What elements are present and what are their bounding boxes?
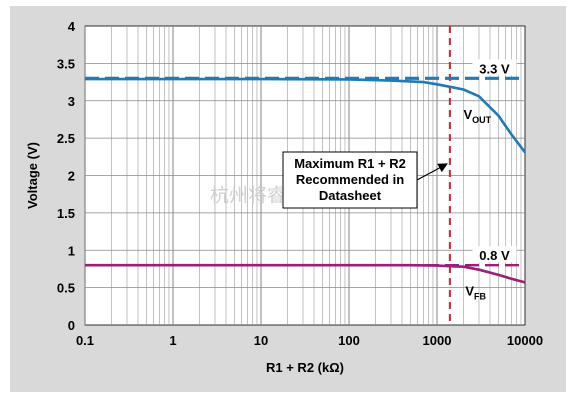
y-tick-label: 2	[68, 169, 75, 184]
y-tick-label: 3.5	[57, 56, 75, 71]
chart-labels: 0.1 1 10 100 1000 10000 0 0.5 1 1.5 2 2.5 3 3.5 4 R1 + …	[25, 19, 543, 375]
reference-label-bg	[472, 246, 517, 263]
annotation-line: Datasheet	[319, 188, 382, 203]
y-tick-label: 3	[68, 94, 75, 109]
y-tick-label: 0.5	[57, 281, 75, 296]
reference-label: 3.3 V	[479, 61, 510, 76]
x-tick-label: 0.1	[76, 333, 94, 348]
y-tick-label: 1	[68, 243, 75, 258]
grid-lines	[84, 26, 525, 325]
series-label: VFB	[465, 283, 486, 301]
annotation-arrow	[416, 163, 448, 181]
annotation-box	[282, 151, 418, 209]
x-tick-label: 100	[338, 333, 360, 348]
x-axis-title: R1 + R2 (kΩ)	[266, 360, 344, 375]
x-tick-label: 1	[169, 333, 176, 348]
annotation-line: Maximum R1 + R2	[294, 156, 406, 171]
reference-label: 0.8 V	[479, 248, 510, 263]
reference-label-bg	[472, 59, 517, 76]
annotation-line: Recommended in	[296, 172, 404, 187]
y-tick-label: 0	[68, 318, 75, 333]
voltage-chart: 0.1 1 10 100 1000 10000 0 0.5 1 1.5 2 2.5 3 3.5 4 R1 + …	[25, 19, 543, 375]
series-line	[85, 77, 527, 154]
series-line	[85, 263, 526, 284]
y-tick-label: 1.5	[57, 206, 75, 221]
x-tick-label: 10	[254, 333, 268, 348]
y-tick-label: 4	[68, 19, 76, 34]
x-tick-label: 1000	[423, 333, 452, 348]
x-tick-label: 10000	[507, 333, 543, 348]
chart-frame: 0.1 1 10 100 1000 10000 0 0.5 1 1.5 2 2.5 3 3.5 4 R1 + …	[10, 6, 566, 392]
chart-marks	[85, 26, 527, 325]
y-axis-title: Voltage (V)	[25, 142, 40, 209]
y-tick-label: 2.5	[57, 131, 75, 146]
series-label: VOUT	[463, 107, 491, 125]
